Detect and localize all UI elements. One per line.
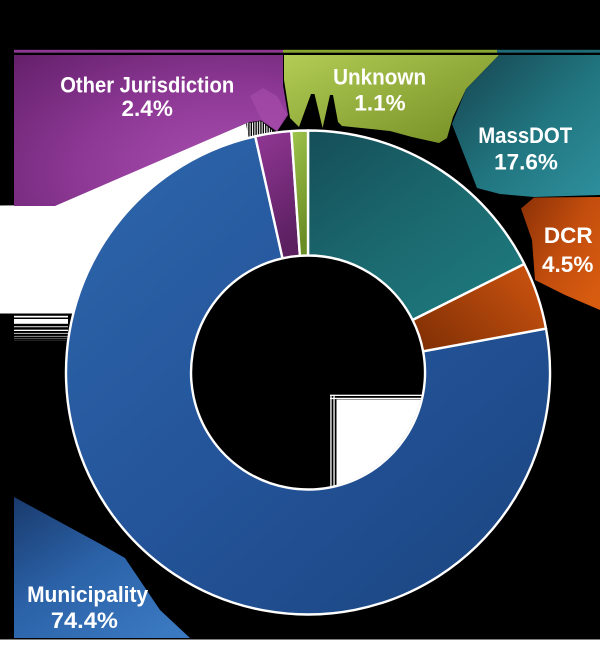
svg-text:Unknown: Unknown [333, 65, 426, 90]
svg-text:Other Jurisdiction: Other Jurisdiction [60, 72, 234, 97]
svg-text:17.6%: 17.6% [494, 150, 558, 175]
svg-text:2.4%: 2.4% [122, 96, 173, 121]
svg-text:1.1%: 1.1% [354, 91, 405, 116]
svg-text:74.4%: 74.4% [51, 608, 118, 633]
svg-text:4.5%: 4.5% [542, 252, 593, 277]
svg-text:Municipality: Municipality [27, 582, 148, 607]
svg-text:DCR: DCR [544, 223, 593, 248]
svg-text:MassDOT: MassDOT [478, 123, 572, 148]
